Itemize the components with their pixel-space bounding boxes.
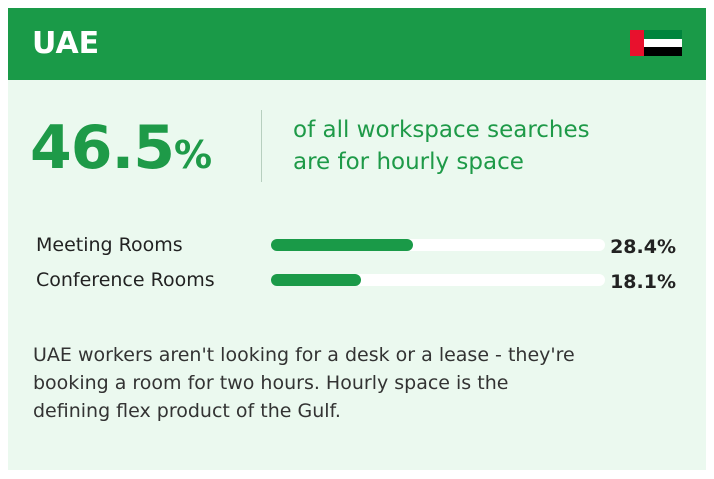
headline-stat: 46.5%: [30, 108, 212, 203]
card: UAE 46.5% of all workspace searches are f…: [8, 8, 706, 470]
bar-track: [271, 239, 605, 251]
headline-line: of all workspace searches: [293, 117, 590, 143]
row-value: 28.4%: [610, 236, 676, 258]
body-line: booking a room for two hours. Hourly spa…: [33, 372, 509, 394]
headline-line: are for hourly space: [293, 149, 524, 175]
bar: [271, 239, 413, 251]
header: UAE: [8, 8, 706, 80]
bar-track: [271, 274, 605, 286]
row-value: 18.1%: [610, 271, 676, 293]
bar: [271, 274, 362, 286]
headline-unit: %: [174, 133, 213, 177]
body-line: UAE workers aren't looking for a desk or…: [33, 344, 575, 366]
title: UAE: [32, 26, 100, 61]
row-label: Conference Rooms: [36, 269, 215, 291]
row-label: Meeting Rooms: [36, 234, 183, 256]
flag: [630, 30, 682, 56]
body-line: defining flex product of the Gulf.: [33, 400, 341, 422]
headline-value: 46.5: [30, 113, 175, 183]
divider: [261, 110, 262, 182]
